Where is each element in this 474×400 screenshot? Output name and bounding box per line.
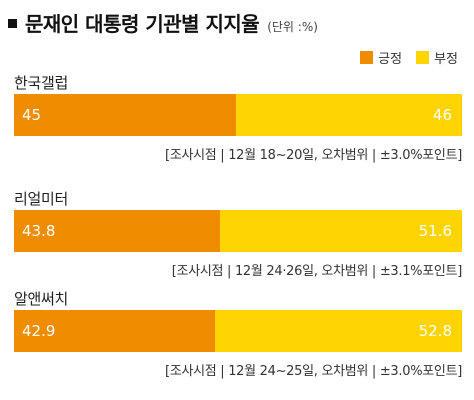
- chart-title-row: 문재인 대통령 기관별 지지율 (단위 :%): [8, 8, 318, 38]
- bar-track: 45 46: [14, 94, 462, 136]
- legend-item-negative: 부정: [416, 48, 458, 67]
- legend-swatch-negative: [416, 50, 430, 64]
- unit-label: (단위 :%): [267, 20, 318, 34]
- survey-block: 한국갤럽 45 46 [조사시점 | 12월 18~20일, 오차범위 | ±3.0%…: [14, 72, 462, 163]
- bar-negative: [214, 310, 462, 352]
- value-label-negative: 51.6: [418, 222, 452, 240]
- value-label-positive: 43.8: [22, 222, 56, 240]
- legend-swatch-positive: [360, 50, 374, 64]
- pollster-label: 알앤써치: [14, 290, 69, 308]
- bar-positive: [14, 210, 220, 252]
- legend-label-negative: 부정: [434, 51, 458, 67]
- survey-note: [조사시점 | 12월 24~25일, 오차범위 | ±3.0%포인트]: [165, 364, 462, 379]
- bar-track: 42.9 52.8: [14, 310, 462, 352]
- pollster-label: 리얼미터: [14, 190, 69, 208]
- legend-item-positive: 긍정: [360, 48, 402, 67]
- bar-positive: [14, 310, 215, 352]
- value-label-negative: 52.8: [418, 322, 452, 340]
- value-label-negative: 46: [432, 106, 452, 124]
- bar-track: 43.8 51.6: [14, 210, 462, 252]
- value-label-positive: 42.9: [22, 322, 56, 340]
- title-square-icon: [8, 19, 17, 28]
- bar-negative: [219, 210, 462, 252]
- legend-label-positive: 긍정: [378, 51, 403, 67]
- chart-title: 문재인 대통령 기관별 지지율: [25, 12, 260, 36]
- legend: 긍정 부정: [346, 48, 458, 67]
- bar-negative: [235, 94, 462, 136]
- pollster-label: 한국갤럽: [14, 74, 69, 92]
- survey-note: [조사시점 | 12월 24·26일, 오차범위 | ±3.1%포인트]: [171, 264, 463, 279]
- survey-block: 알앤써치 42.9 52.8 [조사시점 | 12월 24~25일, 오차범위 | ±…: [14, 288, 462, 379]
- survey-note: [조사시점 | 12월 18~20일, 오차범위 | ±3.0%포인트]: [165, 148, 462, 163]
- survey-block: 리얼미터 43.8 51.6 [조사시점 | 12월 24·26일, 오차범위 | ±…: [14, 188, 462, 279]
- value-label-positive: 45: [22, 106, 42, 124]
- bar-positive: [14, 94, 236, 136]
